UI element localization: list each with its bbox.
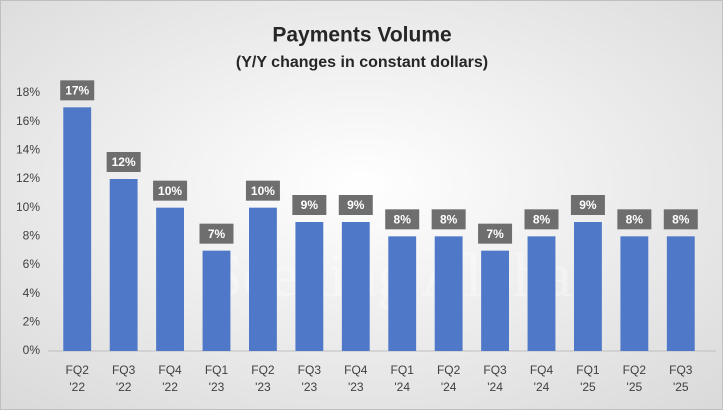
y-tick-label: 16%: [16, 114, 40, 128]
bar: [388, 236, 417, 351]
chart-subtitle: (Y/Y changes in constant dollars): [236, 54, 488, 71]
y-tick-label: 14%: [16, 143, 40, 157]
data-label-box: [385, 209, 420, 230]
x-tick-label-line: FQ3: [669, 363, 693, 377]
data-label: 8%: [394, 213, 412, 227]
y-tick-label: 8%: [23, 229, 41, 243]
y-tick-label: 6%: [23, 257, 41, 271]
y-tick-label: 12%: [16, 171, 40, 185]
data-label-box: [524, 209, 559, 230]
data-label: 8%: [626, 213, 644, 227]
data-label-box: [245, 180, 280, 201]
bar: [666, 236, 695, 351]
y-tick-label: 0%: [23, 343, 41, 357]
data-label-box: [106, 152, 141, 172]
bar: [202, 250, 231, 351]
bar: [620, 236, 649, 351]
data-label-box: [431, 209, 466, 230]
data-label-box: [338, 195, 373, 215]
x-tick-label-line: '24: [394, 380, 410, 394]
x-tick-label: FQ1'24: [391, 363, 415, 394]
x-tick-label-line: '24: [534, 380, 550, 394]
bar: [249, 207, 277, 351]
x-tick-label-line: FQ1: [391, 363, 415, 377]
data-label-box: [478, 223, 513, 244]
data-label: 8%: [672, 213, 690, 227]
data-label: 7%: [208, 227, 226, 241]
y-tick-label: 4%: [23, 286, 41, 300]
data-label-box: [153, 180, 188, 201]
x-tick-label-line: FQ2: [251, 363, 275, 377]
x-tick-label-line: '23: [255, 380, 271, 394]
x-tick-label-line: '22: [69, 380, 85, 394]
x-tick-label: FQ4'22: [158, 363, 182, 394]
x-tick-label-line: FQ3: [112, 363, 136, 377]
x-tick-label: FQ1'25: [576, 363, 600, 394]
x-tick-label: FQ1'23: [205, 363, 229, 394]
data-label: 9%: [301, 198, 319, 212]
bar: [341, 222, 370, 351]
x-tick-label-line: FQ4: [530, 363, 554, 377]
x-tick-label-line: '25: [673, 380, 689, 394]
bar: [109, 179, 138, 351]
x-tick-label-line: '24: [441, 380, 457, 394]
x-tick-label-line: FQ1: [576, 363, 600, 377]
x-tick-label: FQ3'23: [298, 363, 322, 394]
x-tick-label-line: FQ2: [437, 363, 461, 377]
x-tick-label-line: '25: [627, 380, 643, 394]
y-tick-label: 10%: [16, 200, 40, 214]
x-tick-label-line: '23: [348, 380, 364, 394]
x-tick-label: FQ4'24: [530, 363, 554, 394]
bar: [574, 222, 602, 351]
x-tick-label: FQ4'23: [344, 363, 368, 394]
x-tick-label-line: FQ4: [158, 363, 182, 377]
data-label-box: [570, 195, 605, 215]
x-tick-label-line: FQ2: [623, 363, 647, 377]
x-tick-label-line: FQ1: [205, 363, 229, 377]
data-label: 17%: [65, 84, 89, 98]
bar: [527, 236, 556, 351]
x-tick-label: FQ2'22: [66, 363, 90, 394]
data-label-box: [60, 80, 95, 101]
x-tick-label: FQ2'24: [437, 363, 461, 394]
bar: [63, 107, 92, 351]
y-tick-label: 18%: [16, 85, 40, 99]
x-tick-label-line: '25: [580, 380, 596, 394]
data-label-box: [663, 209, 698, 230]
x-tick-label: FQ2'25: [623, 363, 647, 394]
x-tick-label: FQ3'25: [669, 363, 693, 394]
data-label: 8%: [533, 213, 551, 227]
data-label: 9%: [347, 198, 365, 212]
data-label: 10%: [158, 184, 182, 198]
bar: [295, 222, 324, 351]
bar: [434, 236, 463, 351]
x-tick-label: FQ2'23: [251, 363, 275, 394]
x-tick-label-line: '23: [302, 380, 318, 394]
x-tick-label-line: FQ3: [298, 363, 322, 377]
data-label: 9%: [579, 198, 597, 212]
bar: [156, 207, 184, 351]
x-tick-label-line: FQ3: [483, 363, 507, 377]
data-label-box: [292, 195, 327, 215]
data-label: 10%: [251, 184, 275, 198]
bar: [481, 250, 509, 351]
data-label: 12%: [112, 155, 136, 169]
y-tick-label: 2%: [23, 315, 41, 329]
x-tick-label: FQ3'24: [483, 363, 507, 394]
data-label-box: [199, 223, 234, 244]
x-tick-label-line: FQ2: [66, 363, 90, 377]
chart-title: Payments Volume: [272, 24, 451, 47]
x-tick-label-line: '24: [487, 380, 503, 394]
x-tick-label-line: FQ4: [344, 363, 368, 377]
x-tick-label: FQ3'22: [112, 363, 136, 394]
data-label: 7%: [486, 227, 504, 241]
x-tick-label-line: '23: [209, 380, 225, 394]
data-label-box: [617, 209, 652, 230]
data-label: 8%: [440, 213, 458, 227]
x-tick-label-line: '22: [116, 380, 132, 394]
x-tick-label-line: '22: [162, 380, 178, 394]
